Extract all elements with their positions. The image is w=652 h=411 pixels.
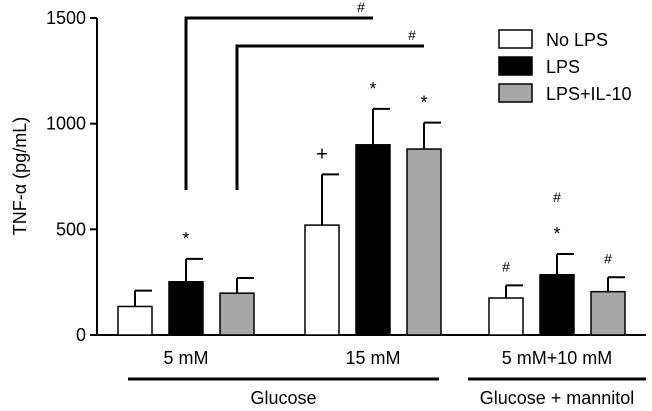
significance-mark: # (502, 258, 510, 274)
error-bars (134, 107, 625, 307)
bar (488, 297, 524, 336)
group-label: Glucose + mannitol (480, 388, 635, 408)
bar (355, 144, 391, 336)
significance-brackets: ## (184, 0, 424, 190)
group-labels: Glucose Glucose + mannitol (128, 377, 646, 408)
y-tick-label: 1000 (46, 114, 86, 134)
significance-mark: # (408, 27, 416, 43)
legend-label: LPS+IL-10 (546, 84, 632, 104)
category-label: 5 mM+10 mM (502, 348, 613, 368)
legend-label: LPS (546, 57, 580, 77)
significance-mark: * (420, 93, 427, 113)
significance-mark: # (604, 250, 612, 266)
significance-mark: * (369, 79, 376, 99)
bar (590, 290, 626, 336)
group-label: Glucose (250, 388, 316, 408)
bars (117, 144, 626, 336)
significance-mark: * (553, 224, 560, 244)
legend-swatch (498, 83, 533, 103)
legend-label: No LPS (546, 30, 608, 50)
significance-mark: + (316, 143, 328, 165)
bar (219, 292, 255, 336)
significance-mark: # (553, 189, 561, 205)
bar (406, 148, 442, 336)
y-axis-label: TNF-α (pg/mL) (10, 117, 30, 235)
y-tick-label: 1500 (46, 8, 86, 28)
significance-mark: * (182, 229, 189, 249)
category-label: 15 mM (345, 348, 400, 368)
legend-swatch (498, 56, 533, 76)
category-label: 5 mM (164, 348, 209, 368)
y-tick-label: 0 (76, 325, 86, 345)
bar (539, 274, 575, 336)
significance-bracket (235, 44, 424, 190)
significance-bracket (184, 16, 373, 190)
bar (168, 280, 204, 336)
bar (304, 224, 340, 336)
y-tick-label: 500 (56, 219, 86, 239)
category-labels: 5 mM 15 mM 5 mM+10 mM (164, 348, 613, 368)
legend-swatch (498, 29, 533, 49)
significance-mark: # (357, 0, 365, 15)
significance-marks: + # * * * * # # (182, 79, 612, 274)
bar (117, 305, 153, 336)
legend: No LPS LPS LPS+IL-10 (498, 29, 632, 104)
